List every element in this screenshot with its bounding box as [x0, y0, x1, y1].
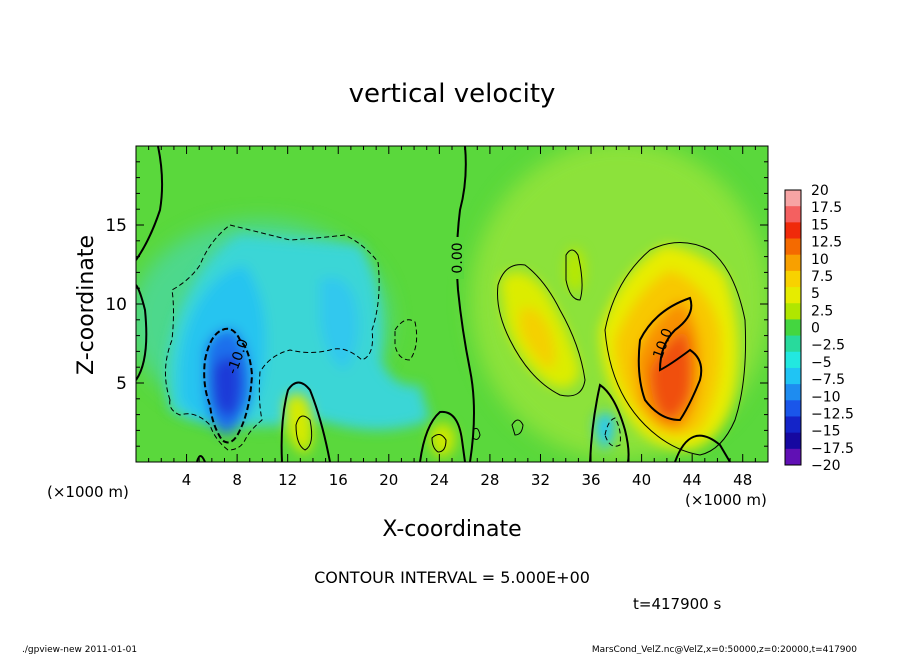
- colorbar-swatch: [785, 400, 801, 417]
- colorbar-swatch: [785, 254, 801, 272]
- colorbar-label: −7.5: [811, 372, 845, 388]
- colorbar-label: −2.5: [811, 338, 845, 354]
- x-tick-labels: 4 8 12 16 20 24 28 32 36 40 44 48: [182, 471, 752, 489]
- colorbar-label: 10: [811, 252, 829, 268]
- colorbar-label: 5: [811, 286, 820, 302]
- colorbar-swatch: [785, 367, 801, 385]
- colorbar-swatch: [785, 270, 801, 288]
- contour-lines: [136, 146, 747, 462]
- positive-contour: [604, 242, 747, 456]
- positive-contour: [472, 427, 481, 440]
- x-tick-label: 32: [531, 471, 550, 489]
- y-axis-label: Z-coordinate: [74, 235, 99, 375]
- negative-contour: [394, 319, 418, 361]
- colorbar-label: 20: [811, 183, 829, 199]
- positive-contour: [497, 264, 586, 397]
- x-tick-label: 4: [182, 471, 192, 489]
- positive-contour: [431, 434, 447, 453]
- colorbar-label: 2.5: [811, 303, 833, 319]
- colorbar-label: −5: [811, 355, 832, 371]
- colorbar-swatch: [785, 190, 801, 207]
- x-tick-label: 36: [581, 471, 600, 489]
- axis-ticks: [136, 146, 768, 462]
- zero-contour: [419, 410, 466, 462]
- x-tick-label: 24: [430, 471, 449, 489]
- zero-contour: [674, 434, 731, 462]
- colorbar-swatch: [785, 222, 801, 239]
- time-text: t=417900 s: [633, 595, 721, 613]
- zero-contour: [136, 146, 164, 261]
- chart-title: vertical velocity: [349, 79, 556, 109]
- colorbar-swatch: [785, 303, 801, 320]
- contour-interval-text: CONTOUR INTERVAL = 5.000E+00: [314, 568, 590, 587]
- plot-area: 0.00 -10.0 10.0: [136, 146, 768, 462]
- zero-contour: [136, 284, 148, 381]
- negative-contour: [604, 417, 621, 447]
- zero-contour: [280, 381, 331, 462]
- colorbar-swatch: [785, 384, 801, 401]
- y-tick-label: 5: [116, 374, 127, 394]
- colorbar-label: −20: [811, 458, 841, 474]
- x-tick-label: 40: [632, 471, 651, 489]
- y-tick-labels: 5 10 15: [105, 216, 127, 394]
- contour-label: 0.00: [450, 242, 466, 273]
- x-tick-label: 28: [480, 471, 499, 489]
- colorbar-label: 17.5: [811, 200, 842, 216]
- x-tick-label: 48: [733, 471, 752, 489]
- colorbar-label: 15: [811, 217, 829, 233]
- x-unit-label-right: (×1000 m): [685, 491, 767, 509]
- negative-contour: [203, 327, 254, 444]
- footer-left: ./gpview-new 2011-01-01: [22, 645, 137, 654]
- footer-right: MarsCond_VelZ.nc@VelZ,x=0:50000,z=0:2000…: [592, 645, 857, 654]
- colorbar-label: −17.5: [811, 441, 854, 457]
- x-axis-label: X-coordinate: [382, 517, 521, 542]
- zero-contour: [589, 383, 630, 462]
- colorbar-swatch: [785, 335, 801, 353]
- colorbar-label: 7.5: [811, 269, 833, 285]
- colorbar-label: 12.5: [811, 235, 842, 251]
- colorbar-frame: [784, 189, 802, 466]
- colorbar-label: −12.5: [811, 406, 854, 422]
- x-tick-label: 8: [232, 471, 242, 489]
- colorbar-swatch: [785, 448, 801, 466]
- colorbar-swatch: [785, 319, 801, 336]
- x-tick-label: 12: [278, 471, 297, 489]
- colorbar-label: −10: [811, 389, 841, 405]
- colorbar-swatch: [785, 238, 801, 256]
- x-tick-label: 44: [683, 471, 702, 489]
- zero-contour: [455, 146, 475, 462]
- x-tick-label: 20: [379, 471, 398, 489]
- colorbar-label: −15: [811, 424, 841, 440]
- positive-contour: [565, 249, 583, 301]
- colorbar-label: 0: [811, 321, 820, 337]
- zero-contour: [196, 455, 206, 462]
- colorbar-swatch: [785, 351, 801, 369]
- y-tick-label: 10: [105, 295, 127, 315]
- y-tick-label: 15: [105, 216, 127, 236]
- colorbar-swatch: [785, 206, 801, 223]
- colorbar-swatch: [785, 287, 801, 304]
- downdraft-region: [167, 235, 615, 450]
- positive-contour: [295, 415, 313, 451]
- x-tick-label: 16: [329, 471, 348, 489]
- colorbar-swatch: [785, 432, 801, 450]
- x-unit-label-left: (×1000 m): [47, 483, 129, 501]
- positive-contour: [637, 296, 703, 422]
- positive-contour: [511, 419, 524, 436]
- updraft-region: [285, 245, 739, 458]
- colorbar-swatch: [785, 416, 801, 434]
